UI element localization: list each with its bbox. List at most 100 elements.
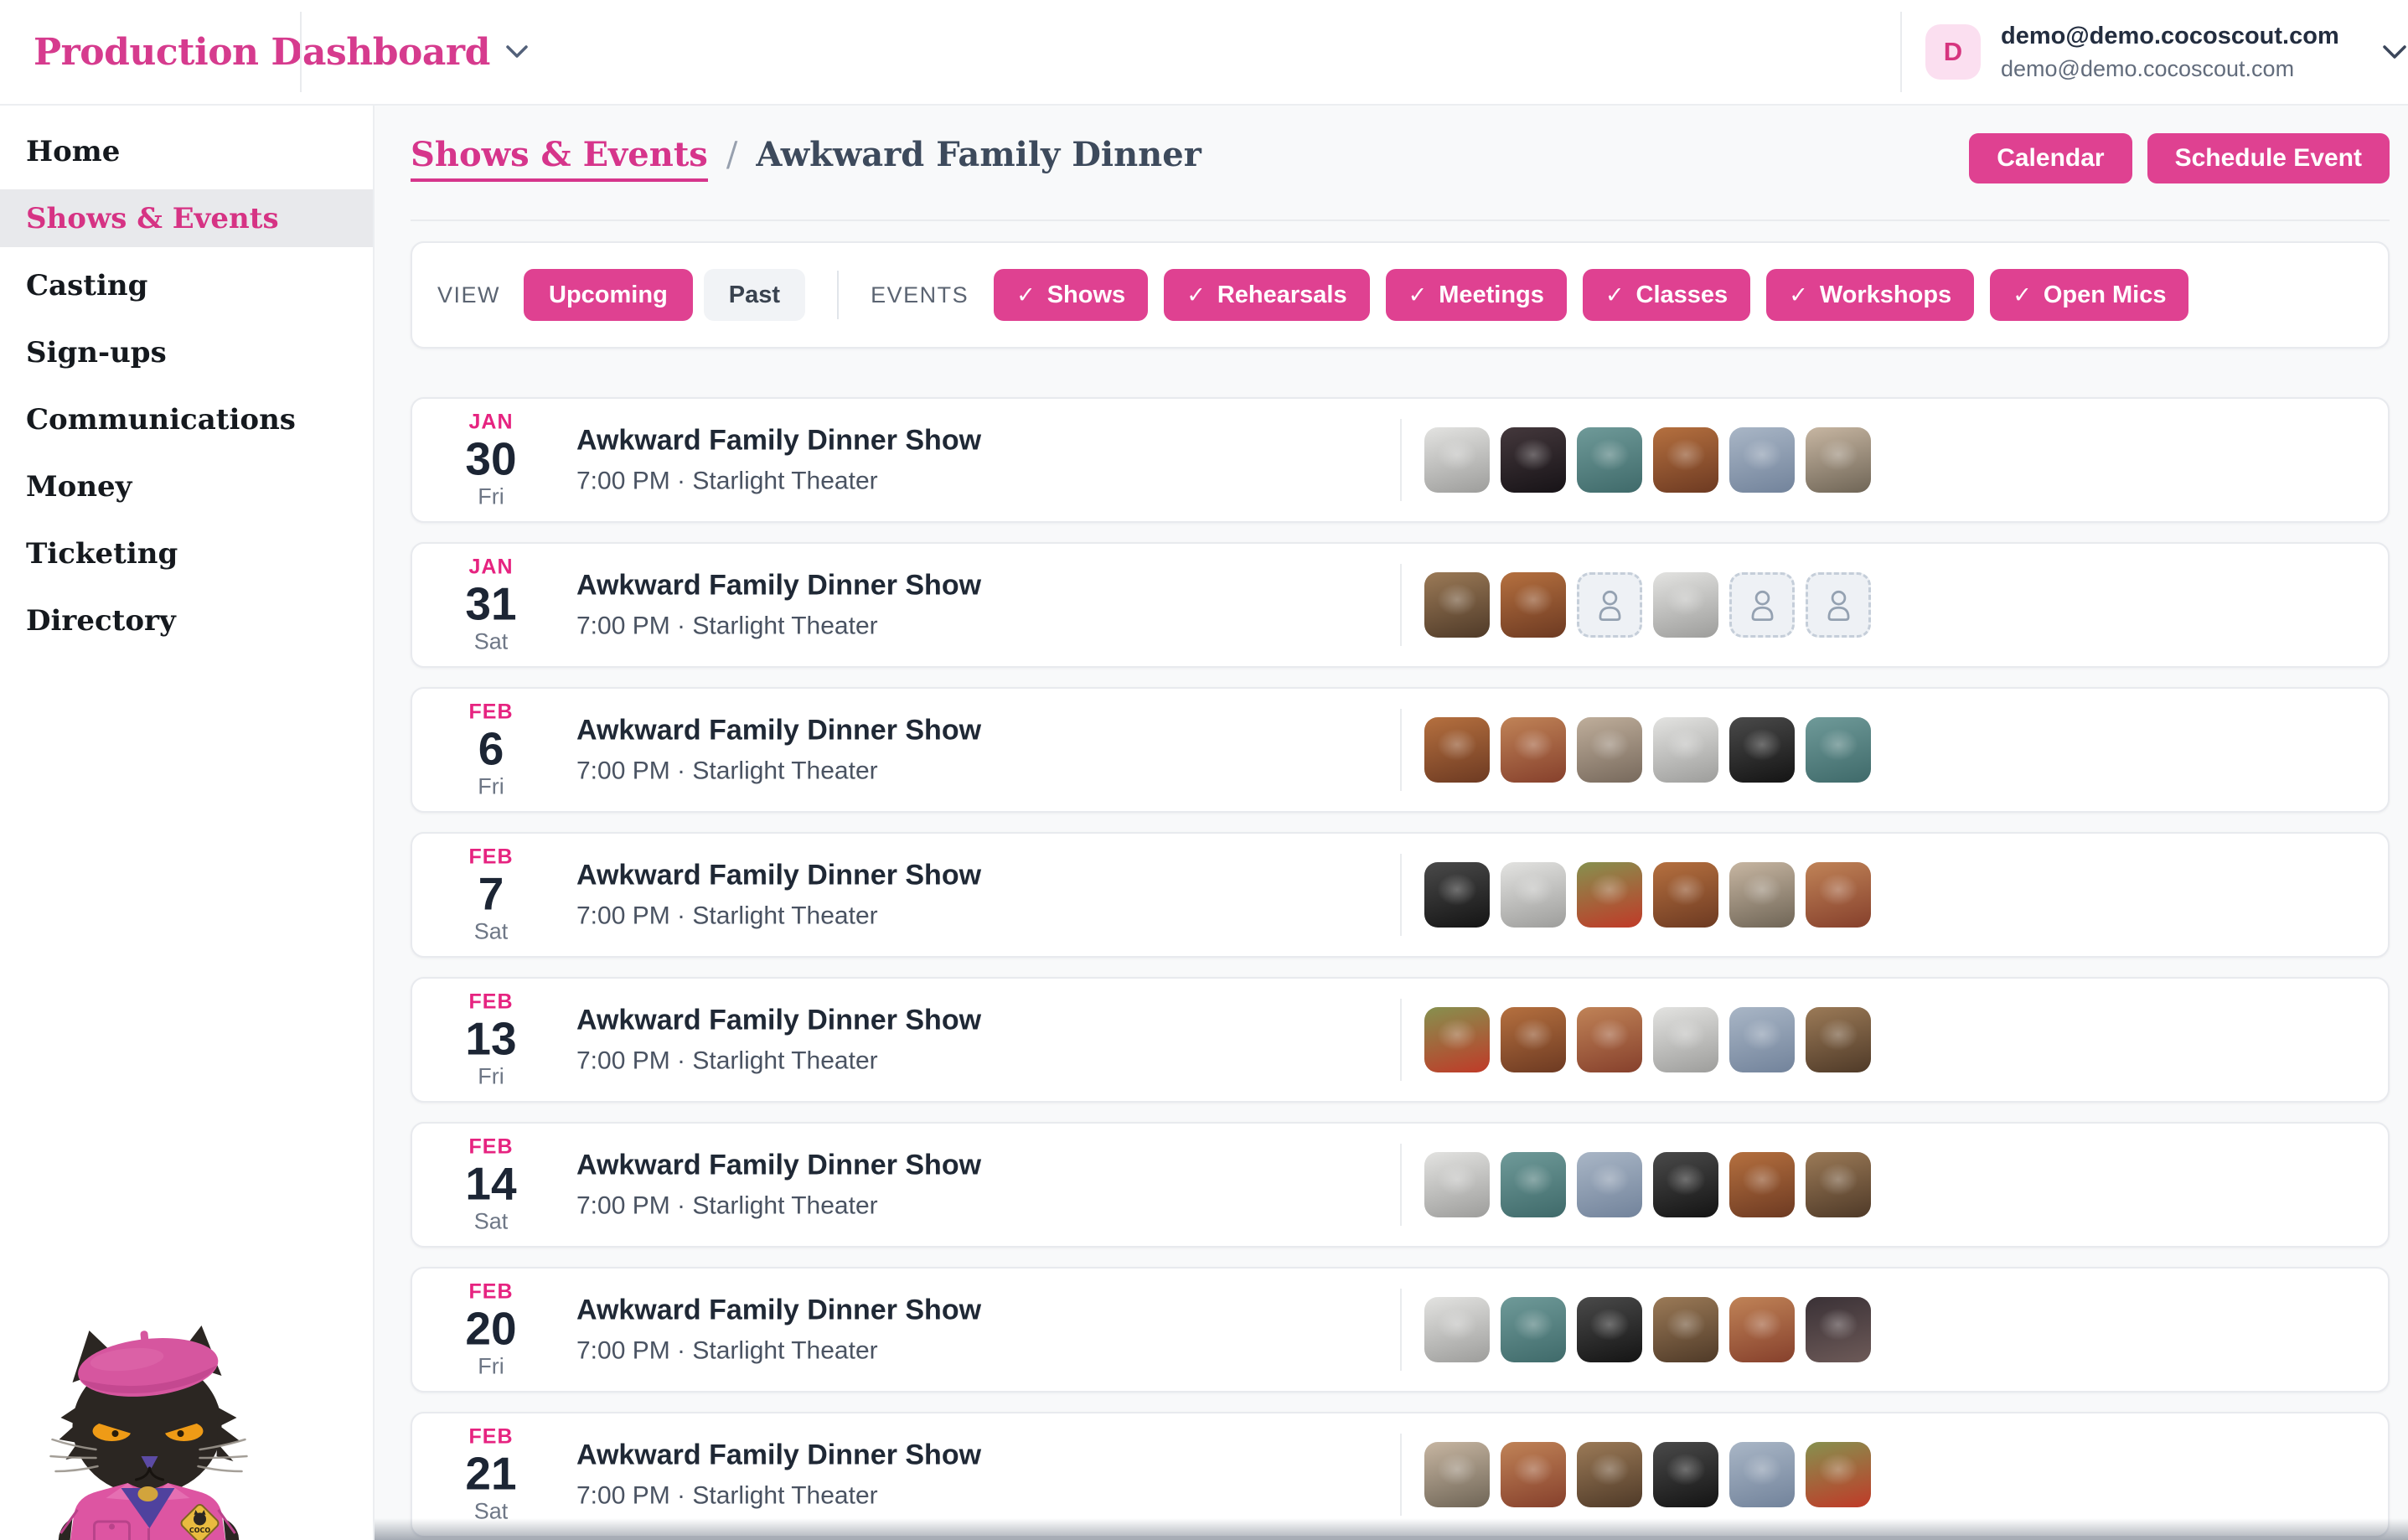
cast-avatar <box>1577 1442 1642 1507</box>
event-day: 31 <box>465 577 517 630</box>
account-menu[interactable]: D demo@demo.cocoscout.com demo@demo.coco… <box>1925 0 2408 104</box>
top-actions: Calendar Schedule Event <box>1969 133 2390 183</box>
event-cast-avatars <box>1400 1289 1871 1371</box>
filter-bar: VIEW Upcoming Past EVENTS ✓ Shows ✓ Rehearsa… <box>411 241 2390 349</box>
event-cast-avatars <box>1400 854 1871 936</box>
schedule-event-button[interactable]: Schedule Event <box>2147 133 2390 183</box>
cast-avatar <box>1577 1007 1642 1072</box>
sidebar-item-home[interactable]: Home <box>26 134 121 168</box>
breadcrumb: Shows & Events / Awkward Family Dinner <box>411 135 1201 182</box>
event-row[interactable]: JAN 31 Sat Awkward Family Dinner Show 7:00 P… <box>411 542 2390 668</box>
event-row[interactable]: FEB 7 Sat Awkward Family Dinner Show 7:00 PM… <box>411 832 2390 958</box>
event-info: Awkward Family Dinner Show 7:00 PM · Star… <box>576 1150 981 1221</box>
person-placeholder-icon <box>1599 590 1620 621</box>
header-divider <box>1900 12 1902 92</box>
cast-avatar <box>1653 1442 1718 1507</box>
filter-chip-shows[interactable]: ✓ Shows <box>994 269 1149 321</box>
event-cast-avatars <box>1400 709 1871 791</box>
event-details: 7:00 PM · Starlight Theater <box>576 1046 878 1075</box>
sidebar: Home Shows & Events Casting Sign-ups Communi… <box>0 106 375 1540</box>
filter-chip-label: Open Mics <box>2043 281 2167 308</box>
filter-chip-workshops[interactable]: ✓ Workshops <box>1766 269 1975 321</box>
event-cast-avatars <box>1400 564 1871 646</box>
event-list: JAN 30 Fri Awkward Family Dinner Show 7:00 P… <box>411 397 2390 1537</box>
cast-avatar <box>1501 1007 1566 1072</box>
cast-avatar <box>1577 862 1642 928</box>
filter-chip-classes[interactable]: ✓ Classes <box>1582 269 1751 321</box>
event-row[interactable]: FEB 14 Sat Awkward Family Dinner Show 7:00 P… <box>411 1122 2390 1248</box>
cast-avatar <box>1501 427 1566 493</box>
event-weekday: Sat <box>473 1208 509 1234</box>
event-row[interactable]: JAN 30 Fri Awkward Family Dinner Show 7:00 P… <box>411 397 2390 523</box>
person-placeholder-icon <box>1827 590 1849 621</box>
cast-avatar <box>1806 1007 1871 1072</box>
event-row[interactable]: FEB 21 Sat Awkward Family Dinner Show 7:00 P… <box>411 1412 2390 1537</box>
filter-chip-meetings[interactable]: ✓ Meetings <box>1385 269 1567 321</box>
event-day: 6 <box>478 722 504 775</box>
sidebar-item-communications[interactable]: Communications <box>26 402 296 437</box>
event-date: FEB 20 Fri <box>437 1279 545 1379</box>
event-row[interactable]: FEB 6 Fri Awkward Family Dinner Show 7:00 PM… <box>411 687 2390 813</box>
topbar: Shows & Events / Awkward Family Dinner C… <box>411 132 2390 184</box>
event-details: 7:00 PM · Starlight Theater <box>576 1191 878 1220</box>
sidebar-item-sign-ups[interactable]: Sign-ups <box>26 335 167 369</box>
event-info: Awkward Family Dinner Show 7:00 PM · Star… <box>576 1295 981 1366</box>
event-info: Awkward Family Dinner Show 7:00 PM · Star… <box>576 570 981 641</box>
event-date: JAN 30 Fri <box>437 410 545 509</box>
check-icon: ✓ <box>1016 282 1036 307</box>
event-details: 7:00 PM · Starlight Theater <box>576 612 878 640</box>
production-switcher[interactable]: Production Dashboard <box>34 0 529 104</box>
event-title: Awkward Family Dinner Show <box>576 859 982 891</box>
event-title: Awkward Family Dinner Show <box>576 1004 982 1036</box>
filter-chip-rehearsals[interactable]: ✓ Rehearsals <box>1164 269 1370 321</box>
cast-avatar <box>1501 1152 1566 1217</box>
event-cast-avatars <box>1400 1434 1871 1516</box>
cast-avatar-empty <box>1577 572 1642 638</box>
cast-avatar <box>1501 572 1566 638</box>
cast-avatar <box>1806 427 1871 493</box>
view-option-upcoming[interactable]: Upcoming <box>524 269 693 321</box>
event-title: Awkward Family Dinner Show <box>576 424 982 457</box>
sidebar-item-shows-events[interactable]: Shows & Events <box>0 189 373 247</box>
breadcrumb-link-shows-events[interactable]: Shows & Events <box>411 135 708 182</box>
sidebar-item-money[interactable]: Money <box>26 469 132 504</box>
event-title: Awkward Family Dinner Show <box>576 1439 982 1471</box>
check-icon: ✓ <box>1186 282 1206 307</box>
event-row[interactable]: FEB 20 Fri Awkward Family Dinner Show 7:00 P… <box>411 1267 2390 1393</box>
event-row[interactable]: FEB 13 Fri Awkward Family Dinner Show 7:00 P… <box>411 977 2390 1103</box>
event-day: 21 <box>465 1447 517 1500</box>
event-cast-avatars <box>1400 999 1871 1081</box>
sidebar-item-ticketing[interactable]: Ticketing <box>26 536 178 571</box>
check-icon: ✓ <box>1408 282 1428 307</box>
account-info: demo@demo.cocoscout.com demo@demo.cocosc… <box>2001 23 2339 82</box>
event-info: Awkward Family Dinner Show 7:00 PM · Star… <box>576 1005 981 1076</box>
cast-avatar <box>1729 1007 1795 1072</box>
sidebar-item-directory[interactable]: Directory <box>26 603 176 638</box>
sidebar-item-casting[interactable]: Casting <box>26 268 148 302</box>
event-type-filters: ✓ Shows ✓ Rehearsals ✓ Meetings ✓ Classes ✓ Works… <box>994 269 2189 321</box>
filter-chip-open-mics[interactable]: ✓ Open Mics <box>1990 269 2189 321</box>
cast-avatar <box>1653 572 1718 638</box>
cast-avatar <box>1424 1152 1490 1217</box>
event-info: Awkward Family Dinner Show 7:00 PM · Star… <box>576 425 981 496</box>
event-weekday: Sat <box>473 628 509 654</box>
account-email: demo@demo.cocoscout.com <box>2001 55 2295 81</box>
cast-avatar <box>1729 1152 1795 1217</box>
cast-avatar <box>1501 1442 1566 1507</box>
cast-avatar <box>1424 572 1490 638</box>
event-day: 14 <box>465 1157 517 1210</box>
event-day: 20 <box>465 1302 517 1355</box>
calendar-button[interactable]: Calendar <box>1969 133 2132 183</box>
events-label: EVENTS <box>871 282 969 307</box>
app-header: Production Dashboard D demo@demo.cocosco… <box>0 0 2408 106</box>
event-details: 7:00 PM · Starlight Theater <box>576 1481 878 1510</box>
cast-avatar <box>1577 1152 1642 1217</box>
event-date: FEB 21 Sat <box>437 1424 545 1524</box>
person-placeholder-icon <box>1751 590 1773 621</box>
view-option-past[interactable]: Past <box>703 269 806 321</box>
chevron-down-icon <box>505 44 529 59</box>
divider <box>411 220 2390 221</box>
cast-avatar <box>1653 427 1718 493</box>
svg-text:COCO: COCO <box>189 1527 211 1534</box>
